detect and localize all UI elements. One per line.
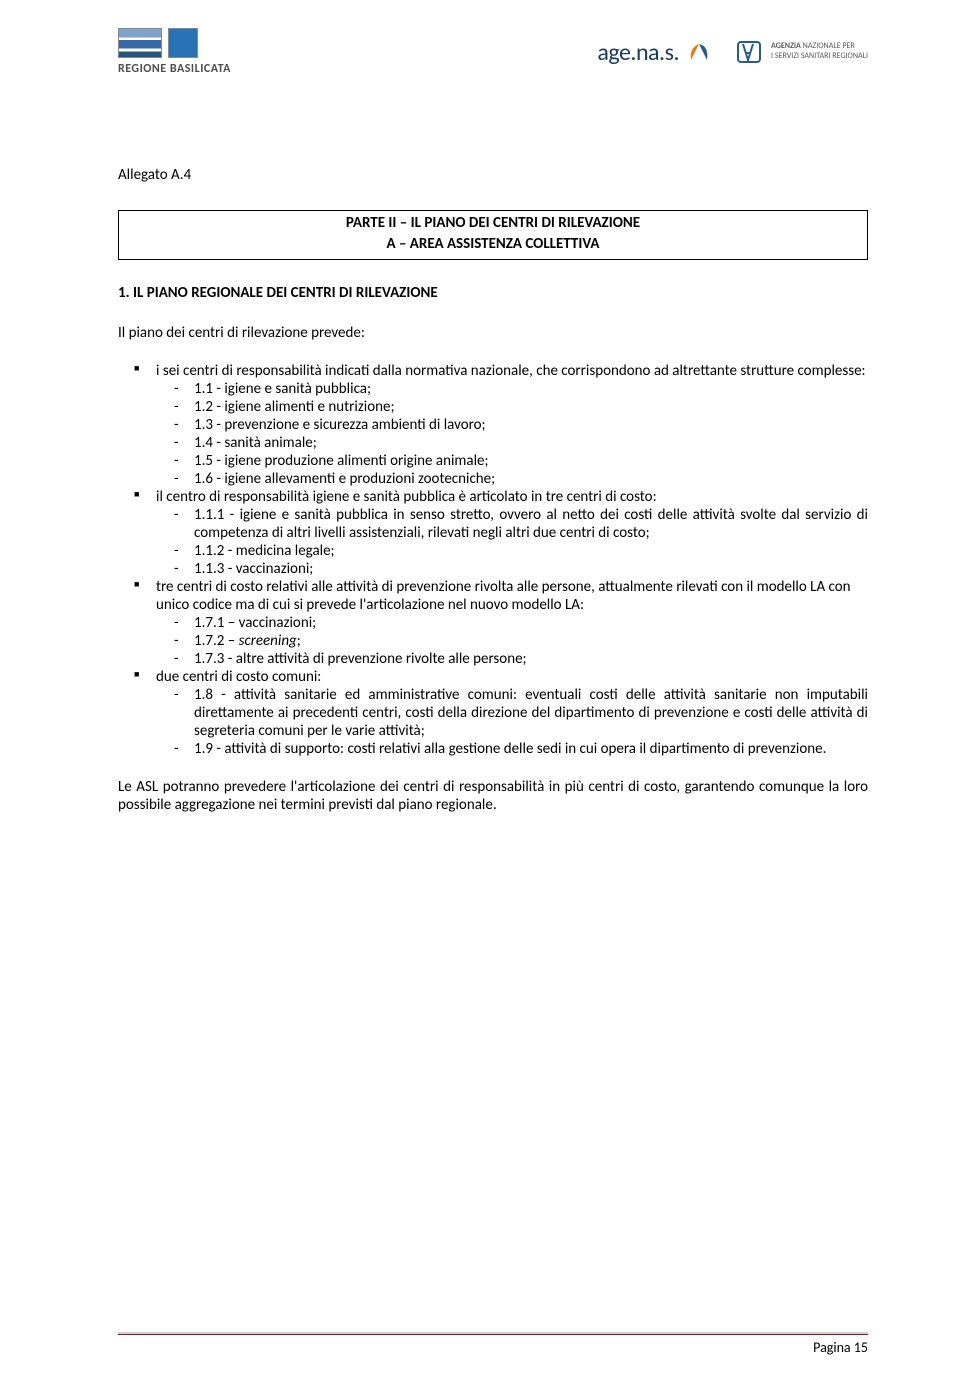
bullet-3-item-2-em: screening <box>239 632 297 650</box>
bullet-3-item-2-pre: 1.7.2 – <box>194 632 239 650</box>
bullet-1-item-2: 1.2 - igiene alimenti e nutrizione; <box>156 398 868 416</box>
outer-list: i sei centri di responsabilità indicati … <box>118 362 868 758</box>
bullet-1-item-4: 1.4 - sanità animale; <box>156 434 868 452</box>
swoosh-icon <box>687 40 711 64</box>
bullet-2-text: il centro di responsabilità igiene e san… <box>156 488 657 506</box>
bullet-1-item-6: 1.6 - igiene allevamenti e produzioni zo… <box>156 470 868 488</box>
bullet-4: due centri di costo comuni: 1.8 - attivi… <box>118 668 868 758</box>
bullet-1-sublist: 1.1 - igiene e sanità pubblica; 1.2 - ig… <box>156 380 868 488</box>
bullet-3-item-1: 1.7.1 – vaccinazioni; <box>156 614 868 632</box>
bullet-2-sublist: 1.1.1 - igiene e sanità pubblica in sens… <box>156 506 868 578</box>
page-number: Pagina 15 <box>118 1339 868 1356</box>
agency-logo: AGENZIA NAZIONALE PER I SERVIZI SANITARI… <box>735 38 868 66</box>
bullet-4-sublist: 1.8 - attività sanitarie ed amministrati… <box>156 686 868 758</box>
section-heading: 1. IL PIANO REGIONALE DEI CENTRI DI RILE… <box>118 284 868 302</box>
title-line2: A – AREA ASSISTENZA COLLETTIVA <box>129 234 857 255</box>
bullet-3-item-3: 1.7.3 - altre attività di prevenzione ri… <box>156 650 868 668</box>
bullet-1-item-5: 1.5 - igiene produzione alimenti origine… <box>156 452 868 470</box>
bullet-2-item-2: 1.1.2 - medicina legale; <box>156 542 868 560</box>
intro-text: Il piano dei centri di rilevazione preve… <box>118 324 868 342</box>
allegato-label: Allegato A.4 <box>118 166 868 184</box>
agency-line1-bold: AGENZIA <box>771 41 801 51</box>
bullet-4-item-1: 1.8 - attività sanitarie ed amministrati… <box>156 686 868 740</box>
bullet-4-item-2: 1.9 - attività di supporto: costi relati… <box>156 740 868 758</box>
bullet-3: tre centri di costo relativi alle attivi… <box>118 578 868 668</box>
bullet-1: i sei centri di responsabilità indicati … <box>118 362 868 488</box>
region-label: REGIONE BASILICATA <box>118 62 231 76</box>
bullet-2-item-1: 1.1.1 - igiene e sanità pubblica in sens… <box>156 506 868 542</box>
agency-line2: I SERVIZI SANITARI REGIONALI <box>771 52 868 62</box>
title-line1: PARTE II – IL PIANO DEI CENTRI DI RILEVA… <box>129 213 857 234</box>
agenas-label: age.na.s. <box>597 38 679 67</box>
agency-line1-rest: NAZIONALE PER <box>801 41 855 51</box>
bullet-3-item-2: 1.7.2 – screening; <box>156 632 868 650</box>
bullet-3-item-2-post: ; <box>297 632 301 650</box>
wave-icon <box>118 28 162 58</box>
regione-flag-icon <box>118 28 198 58</box>
bullet-4-text: due centri di costo comuni: <box>156 668 321 686</box>
bullet-3-text: tre centri di costo relativi alle attivi… <box>156 578 851 614</box>
logo-regione-basilicata: REGIONE BASILICATA <box>118 28 231 76</box>
closing-paragraph: Le ASL potranno prevedere l'articolazion… <box>118 778 868 814</box>
agency-mark-icon <box>735 38 763 66</box>
title-box: PARTE II – IL PIANO DEI CENTRI DI RILEVA… <box>118 210 868 260</box>
page-container: REGIONE BASILICATA age.na.s. AGENZIA NAZ… <box>0 0 960 854</box>
bullet-2-item-3: 1.1.3 - vaccinazioni; <box>156 560 868 578</box>
water-icon <box>168 28 198 58</box>
footer: Pagina 15 <box>118 1332 868 1356</box>
bullet-3-sublist: 1.7.1 – vaccinazioni; 1.7.2 – screening;… <box>156 614 868 668</box>
bullet-1-item-3: 1.3 - prevenzione e sicurezza ambienti d… <box>156 416 868 434</box>
bullet-2: il centro di responsabilità igiene e san… <box>118 488 868 578</box>
agenas-logo: age.na.s. <box>597 38 711 67</box>
header: REGIONE BASILICATA age.na.s. AGENZIA NAZ… <box>118 28 868 76</box>
bullet-1-item-1: 1.1 - igiene e sanità pubblica; <box>156 380 868 398</box>
agency-text: AGENZIA NAZIONALE PER I SERVIZI SANITARI… <box>771 42 868 61</box>
bullet-1-text: i sei centri di responsabilità indicati … <box>156 362 866 380</box>
footer-rule <box>118 1332 868 1335</box>
